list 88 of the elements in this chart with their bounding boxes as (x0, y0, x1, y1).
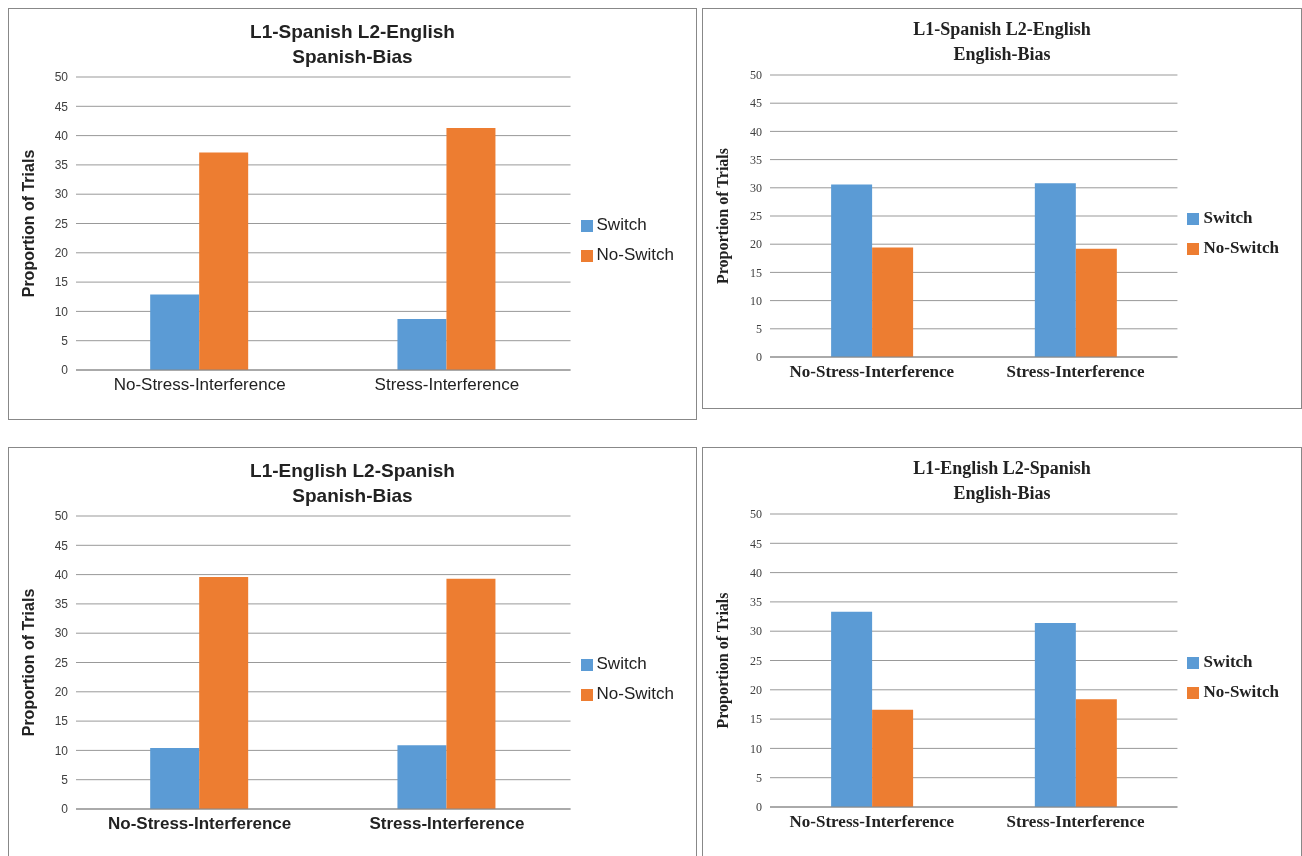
y-axis-title: Proportion of Trials (19, 588, 37, 737)
legend-label: Switch (1203, 652, 1253, 671)
y-tick-label: 25 (54, 216, 69, 231)
y-tick-label: 35 (54, 597, 69, 612)
y-tick-label: 30 (54, 187, 69, 202)
bar (199, 576, 249, 809)
y-tick-label: 10 (750, 741, 762, 756)
y-tick-label: 15 (750, 265, 762, 280)
y-axis-title: Proportion of Trials (713, 592, 732, 729)
y-tick-label: 50 (750, 507, 762, 522)
y-tick-label: 10 (750, 293, 762, 308)
y-tick-label: 30 (750, 624, 762, 639)
x-tick-label: Stress-Interference (369, 814, 525, 834)
legend-label: No-Switch (596, 245, 674, 264)
x-tick-label: No-Stress-Interference (789, 812, 955, 832)
bar (872, 709, 914, 807)
bar (397, 745, 447, 809)
y-tick-label: 35 (54, 158, 69, 173)
bar (1034, 623, 1076, 807)
y-tick-label: 45 (54, 99, 69, 114)
bar (1075, 248, 1117, 357)
y-tick-label: 5 (61, 772, 69, 787)
y-tick-label: 35 (750, 595, 762, 610)
chart-subtitle: English-Bias (952, 43, 1052, 66)
y-axis-title: Proportion of Trials (713, 148, 732, 284)
legend-label: Switch (1203, 207, 1253, 227)
y-tick-label: 0 (756, 350, 762, 365)
y-tick-label: 0 (61, 802, 69, 817)
x-tick-label: Stress-Interference (1006, 362, 1146, 382)
y-tick-label: 20 (750, 237, 762, 252)
bar (872, 247, 914, 357)
bar (397, 319, 447, 370)
y-axis-title: Proportion of Trials (19, 149, 37, 298)
chart-subtitle: Spanish-Bias (291, 484, 414, 508)
bar (831, 184, 873, 357)
y-tick-label: 20 (54, 246, 69, 261)
bar (446, 127, 496, 370)
y-tick-label: 10 (54, 304, 69, 319)
bar (446, 578, 496, 809)
x-tick-label: Stress-Interference (1006, 812, 1146, 832)
y-tick-label: 25 (750, 209, 762, 224)
chart-subtitle: Spanish-Bias (291, 45, 414, 69)
legend-label: No-Switch (1203, 237, 1279, 257)
y-tick-label: 50 (750, 68, 762, 83)
chart-title: L1-English L2-Spanish (249, 459, 456, 483)
legend-label: No-Switch (596, 684, 674, 703)
y-tick-label: 5 (756, 322, 762, 337)
y-tick-label: 10 (54, 743, 69, 758)
bar (831, 611, 873, 807)
bar (150, 748, 200, 809)
chart-title: L1-English L2-Spanish (912, 457, 1092, 480)
x-tick-label: No-Stress-Interference (113, 375, 286, 395)
y-tick-label: 25 (750, 653, 762, 668)
x-tick-label: No-Stress-Interference (107, 814, 292, 834)
bar (1075, 699, 1117, 807)
y-tick-label: 35 (750, 152, 762, 167)
y-tick-label: 45 (750, 536, 762, 551)
chart-subtitle: English-Bias (952, 482, 1052, 505)
y-tick-label: 20 (54, 685, 69, 700)
bar (199, 152, 249, 370)
y-tick-label: 50 (54, 70, 69, 85)
legend-label: Switch (596, 654, 647, 673)
y-tick-label: 15 (54, 275, 69, 290)
y-tick-label: 25 (54, 655, 69, 670)
y-tick-label: 15 (54, 714, 69, 729)
y-tick-label: 0 (61, 363, 69, 378)
y-tick-label: 45 (54, 538, 69, 553)
y-tick-label: 50 (54, 509, 69, 524)
y-tick-label: 40 (54, 567, 69, 582)
bar (1034, 183, 1076, 357)
y-tick-label: 40 (750, 124, 762, 139)
bar (150, 294, 200, 370)
y-tick-label: 30 (54, 626, 69, 641)
y-tick-label: 20 (750, 683, 762, 698)
y-tick-label: 5 (756, 770, 762, 785)
y-tick-label: 5 (61, 333, 69, 348)
chart-title: L1-Spanish L2-English (912, 18, 1092, 41)
y-tick-label: 15 (750, 712, 762, 727)
y-tick-label: 0 (756, 800, 762, 815)
y-tick-label: 40 (750, 565, 762, 580)
y-tick-label: 30 (750, 181, 762, 196)
x-tick-label: Stress-Interference (374, 375, 520, 395)
legend-label: No-Switch (1203, 682, 1279, 701)
chart-title: L1-Spanish L2-English (249, 20, 456, 44)
y-tick-label: 40 (54, 128, 69, 143)
y-tick-label: 45 (750, 96, 762, 111)
x-tick-label: No-Stress-Interference (789, 362, 955, 382)
legend-label: Switch (596, 215, 647, 234)
